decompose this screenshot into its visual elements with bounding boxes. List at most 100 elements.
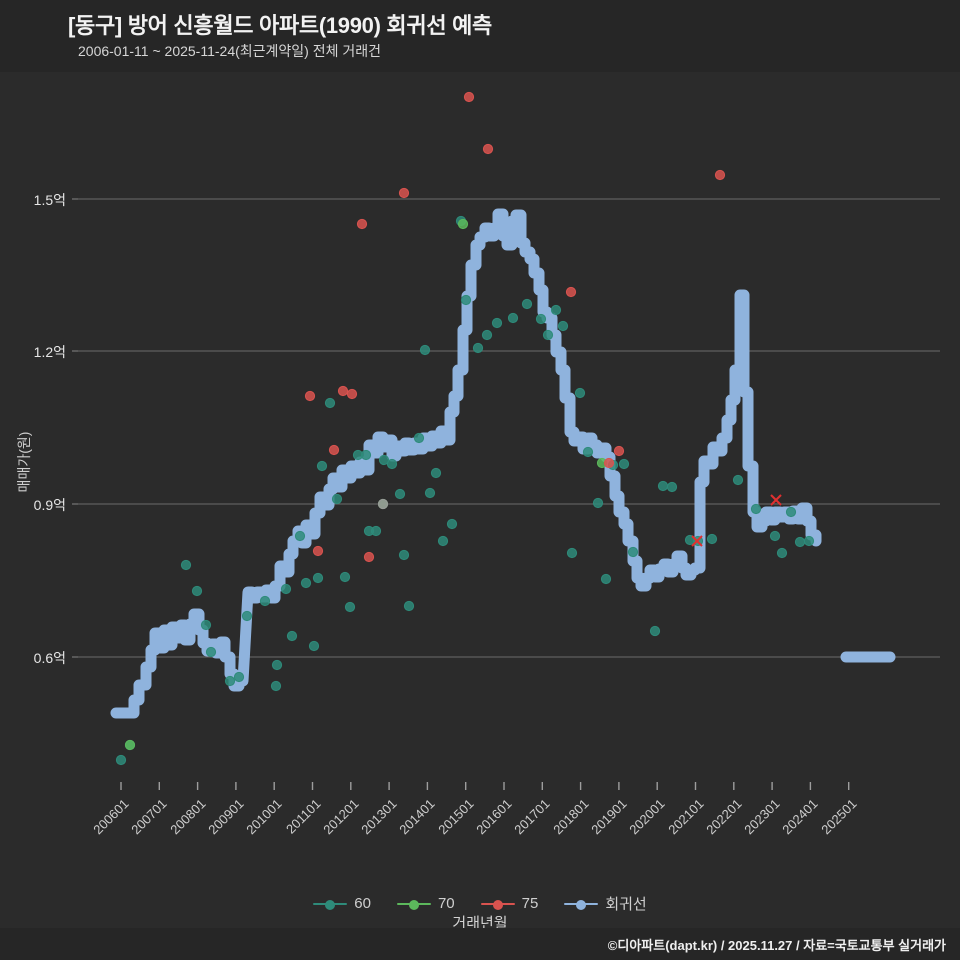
scatter-point-75	[565, 286, 577, 298]
legend-item-60[interactable]: 60	[313, 895, 371, 912]
x-tick-marks	[120, 782, 850, 790]
regression-path	[110, 208, 822, 719]
scatter-point-60	[769, 530, 781, 542]
scatter-point-60	[205, 646, 217, 658]
x-marker-stroke	[691, 535, 703, 547]
scatter-point-60	[424, 487, 436, 499]
scatter-point-75	[714, 169, 726, 181]
x-marker-stroke	[770, 494, 782, 506]
scatter-point-60	[403, 600, 415, 612]
scatter-point-60	[666, 481, 678, 493]
page-title: [동구] 방어 신흥월드 아파트(1990) 회귀선 예측	[68, 13, 492, 38]
scatter-point-60	[507, 312, 519, 324]
legend-swatch-icon	[480, 898, 515, 910]
scatter-point-60	[627, 546, 639, 558]
scatter-point-60	[413, 432, 425, 444]
scatter-point-75	[363, 551, 375, 563]
scatter-point-60	[300, 577, 312, 589]
legend-label: 70	[437, 895, 455, 912]
scatter-point-60	[316, 460, 328, 472]
scatter-point-60	[271, 659, 283, 671]
y-tick-label: 0.9억	[33, 497, 66, 513]
prediction-x-marker	[770, 494, 782, 506]
scatter-point-60	[224, 675, 236, 687]
scatter-point-60	[600, 573, 612, 585]
scatter-point-60	[180, 559, 192, 571]
scatter-point-60	[386, 458, 398, 470]
scatter-point-75	[398, 187, 410, 199]
scatter-point-60	[535, 313, 547, 325]
prediction-x-marker	[691, 535, 703, 547]
prediction-x-markers	[691, 494, 782, 547]
scatter-point-60	[472, 342, 484, 354]
regression-line	[110, 208, 896, 719]
scatter-point-60	[430, 467, 442, 479]
scatter-point-60	[233, 671, 245, 683]
scatter-point-60	[115, 754, 127, 766]
legend-swatch-icon	[396, 898, 431, 910]
scatter-point-60	[582, 446, 594, 458]
y-tick-label: 0.6억	[33, 650, 66, 666]
scatter-point-60	[259, 595, 271, 607]
legend-swatch-icon	[313, 898, 348, 910]
scatter-point-60	[394, 488, 406, 500]
scatter-point-60	[280, 583, 292, 595]
scatter-point-75	[346, 388, 358, 400]
y-tick-marks	[72, 198, 78, 658]
scatter-point-60	[550, 304, 562, 316]
legend-label: 회귀선	[605, 896, 647, 913]
legend-item-회귀선[interactable]: 회귀선	[564, 893, 647, 914]
legend-swatch-icon	[564, 898, 599, 910]
scatter-point-60	[803, 535, 815, 547]
y-tick-label: 1.5억	[33, 192, 66, 208]
scatter-point-60	[200, 619, 212, 631]
scatter-point-60	[398, 549, 410, 561]
chart-canvas	[72, 91, 940, 790]
scatter-point-75	[304, 390, 316, 402]
scatter-point-60	[286, 630, 298, 642]
scatter-point-75	[482, 143, 494, 155]
header-band	[0, 0, 960, 72]
scatter-point-60	[344, 601, 356, 613]
scatter-point-75	[463, 91, 475, 103]
footer-band	[0, 928, 960, 960]
y-tick-label: 1.2억	[33, 344, 66, 360]
x-axis-title: 거래년월	[452, 915, 508, 932]
scatter-point-75	[328, 444, 340, 456]
scatter-point-60	[592, 497, 604, 509]
footer-credit: ©디아파트(dapt.kr) / 2025.11.27 / 자료=국토교통부 실…	[607, 938, 946, 953]
scatter-points	[115, 91, 815, 766]
scatter-point-60	[574, 387, 586, 399]
scatter-point-60	[521, 298, 533, 310]
scatter-point-60	[657, 480, 669, 492]
scatter-point-75	[312, 545, 324, 557]
legend-label: 60	[354, 895, 371, 912]
scatter-point-75	[356, 218, 368, 230]
scatter-point-60	[618, 458, 630, 470]
y-axis-title: 매매가(원)	[16, 431, 32, 493]
scatter-point-60	[339, 571, 351, 583]
scatter-point-60	[324, 397, 336, 409]
scatter-point-60	[557, 320, 569, 332]
scatter-point-60	[732, 474, 744, 486]
scatter-point-60	[191, 585, 203, 597]
scatter-point-60	[437, 535, 449, 547]
scatter-point-60	[481, 329, 493, 341]
legend-item-75[interactable]: 75	[480, 895, 539, 912]
scatter-point-75	[337, 385, 349, 397]
chart-legend: 60 70 75 회귀선	[0, 893, 960, 914]
scatter-point-60	[312, 572, 324, 584]
scatter-point-60	[270, 680, 282, 692]
scatter-point-60	[794, 536, 806, 548]
scatter-point-60	[370, 525, 382, 537]
scatter-point-60	[491, 317, 503, 329]
legend-item-70[interactable]: 70	[396, 895, 455, 912]
scatter-point-70	[457, 218, 469, 230]
scatter-point-60	[419, 344, 431, 356]
scatter-point-60	[566, 547, 578, 559]
scatter-point-60	[308, 640, 320, 652]
legend-label: 75	[521, 895, 539, 912]
scatter-point-60	[331, 493, 343, 505]
scatter-point-60	[241, 610, 253, 622]
